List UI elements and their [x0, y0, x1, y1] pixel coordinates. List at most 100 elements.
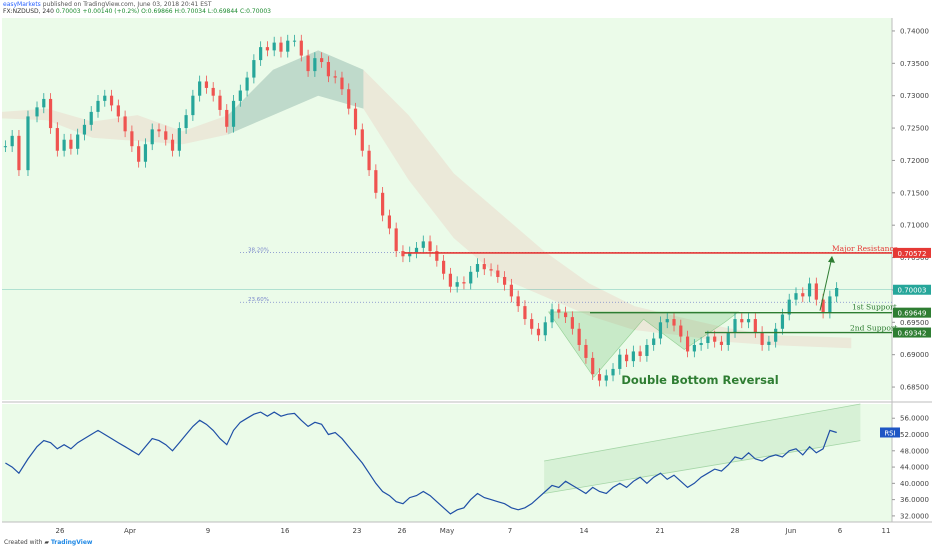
fib-level-label-0: 38.20%: [248, 247, 269, 253]
candle-body: [252, 60, 256, 78]
publisher-name[interactable]: easyMarkets: [3, 1, 41, 8]
rsi-value-tag-box: [880, 427, 900, 438]
time-tick-label-8: 14: [580, 527, 589, 535]
candle-body: [164, 131, 168, 140]
candle-body: [143, 144, 148, 162]
candle-body: [509, 284, 513, 297]
rsi-value-tag-label: RSI: [884, 429, 895, 437]
candle-body: [482, 264, 486, 270]
price-tag-box-0: [893, 247, 931, 258]
candle-body: [584, 344, 588, 358]
tradingview-brand[interactable]: TradingView: [50, 539, 93, 546]
candle-body: [685, 336, 690, 352]
last-price: 0.70003: [55, 8, 81, 15]
price-tick-label-2: 0.73000: [900, 92, 929, 100]
candle-body: [719, 341, 724, 345]
candle-body: [740, 319, 744, 323]
candle-body: [469, 271, 473, 284]
candle-body: [835, 287, 839, 297]
candle-body: [96, 100, 100, 112]
rsi-tick-label-6: 32.0000: [900, 512, 929, 520]
candle-body: [523, 306, 527, 320]
candle-body: [577, 328, 581, 345]
footer: Created with ▰ TradingView: [4, 539, 92, 546]
rsi-tick-label-5: 36.0000: [900, 496, 929, 504]
price-change: +0.00140 (+0.2%): [82, 8, 140, 15]
candle-body: [10, 135, 14, 147]
candle-body: [272, 42, 276, 51]
candle-body: [259, 47, 263, 61]
candle-body: [435, 251, 439, 261]
candle-body: [123, 116, 127, 132]
candle-body: [753, 319, 757, 333]
candle-body: [408, 252, 412, 257]
candle-body: [516, 296, 520, 307]
candle-body: [638, 351, 642, 356]
candle-body: [801, 293, 805, 297]
candle-body: [292, 40, 297, 42]
time-tick-label-1: Apr: [124, 527, 136, 535]
candle-body: [3, 146, 7, 148]
first-support-label: 1st Support: [852, 303, 897, 312]
candle-body: [645, 344, 649, 356]
rsi-pane-background: [2, 404, 892, 522]
candle-body: [313, 58, 317, 72]
candle-body: [774, 328, 778, 342]
candle-body: [706, 336, 710, 344]
candle-body: [679, 325, 683, 337]
price-tick-label-6: 0.71000: [900, 222, 929, 230]
time-tick-label-4: 23: [353, 527, 362, 535]
price-tick-label-9: 0.69500: [900, 319, 929, 327]
price-tag-label-3: 0.69342: [898, 330, 927, 338]
candle-body: [733, 319, 737, 333]
candle-body: [821, 299, 825, 313]
candle-body: [442, 260, 446, 274]
candle-body: [658, 322, 663, 339]
rsi-channel: [544, 404, 861, 494]
price-tick-label-1: 0.73500: [900, 60, 929, 68]
candle-body: [55, 128, 59, 151]
close-value: C:0.70003: [239, 8, 271, 15]
low-value: L:0.69844: [207, 8, 239, 15]
candle-body: [475, 264, 480, 272]
candle-body: [780, 314, 785, 329]
candle-body: [374, 170, 378, 193]
price-tag-label-1: 0.70003: [898, 287, 927, 295]
rsi-tick-label-3: 44.0000: [900, 464, 929, 472]
candle-body: [604, 375, 608, 381]
time-tick-label-0: 26: [56, 527, 65, 535]
price-tag-label-2: 0.69649: [898, 310, 927, 318]
time-tick-label-5: 26: [398, 527, 407, 535]
candle-body: [536, 328, 541, 336]
price-tag-label-0: 0.70572: [898, 250, 927, 258]
candle-body: [204, 81, 209, 88]
candle-body: [448, 273, 452, 287]
candle-body: [62, 139, 66, 151]
candle-body: [137, 146, 141, 162]
time-tick-label-11: Jun: [785, 527, 797, 535]
candle-body: [198, 81, 202, 96]
candle-body: [462, 282, 466, 284]
candle-body: [428, 241, 432, 252]
publish-info: easyMarkets published on TradingView.com…: [3, 1, 212, 9]
open-value: O:0.69866: [141, 8, 173, 15]
candle-body: [211, 87, 215, 96]
time-tick-label-3: 16: [281, 527, 290, 535]
candle-body: [543, 322, 547, 336]
candle-body: [631, 351, 635, 362]
rsi-tick-label-4: 40.0000: [900, 480, 929, 488]
candle-body: [76, 134, 80, 149]
candle-body: [455, 282, 459, 287]
candle-body: [35, 107, 39, 117]
candle-body: [794, 293, 798, 300]
candle-body: [116, 105, 120, 117]
candle-body: [597, 374, 602, 381]
rsi-line: [5, 411, 837, 515]
candle-body: [367, 150, 371, 171]
candle-body: [699, 343, 703, 345]
candle-body: [225, 109, 229, 127]
candle-body: [530, 319, 534, 329]
candle-body: [320, 58, 324, 63]
rsi-tick-label-2: 48.0000: [900, 447, 929, 455]
